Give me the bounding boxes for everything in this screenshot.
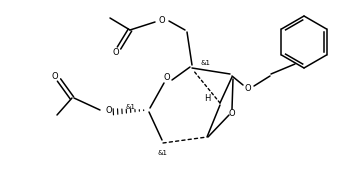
Text: &1: &1 — [157, 150, 167, 156]
Text: O: O — [164, 73, 170, 82]
Text: O: O — [52, 72, 58, 80]
Text: &1: &1 — [200, 60, 210, 66]
Text: O: O — [245, 83, 251, 93]
Text: O: O — [229, 109, 235, 117]
Text: &1: &1 — [125, 104, 135, 110]
Text: O: O — [105, 105, 112, 115]
Text: O: O — [159, 15, 165, 24]
Text: H: H — [203, 94, 210, 103]
Text: O: O — [113, 47, 119, 56]
